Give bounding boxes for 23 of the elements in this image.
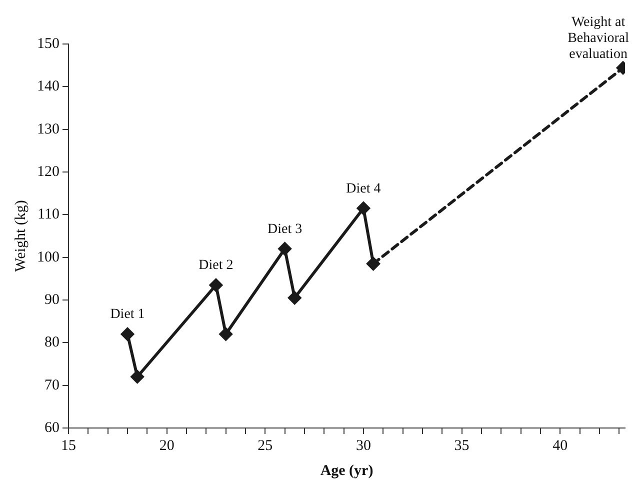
y-tick-label: 90 — [44, 292, 60, 308]
y-tick-label: 110 — [38, 206, 60, 223]
y-tick-label: 130 — [37, 121, 60, 138]
y-tick-label: 80 — [44, 334, 60, 351]
annotation: Weight at Behavioral evaluation — [568, 15, 630, 62]
x-tick-label: 40 — [552, 438, 568, 454]
x-axis-title: Age (yr) — [320, 462, 374, 479]
y-tick-label: 70 — [44, 377, 60, 394]
x-tick-label: 20 — [159, 438, 174, 454]
annotation: Diet 1 — [110, 307, 145, 322]
y-tick-label: 60 — [44, 420, 60, 436]
x-tick-label: 35 — [454, 438, 470, 454]
x-tick-label: 15 — [61, 438, 76, 454]
x-tick-label: 25 — [258, 438, 273, 454]
annotation: Diet 2 — [198, 258, 234, 274]
y-axis-title: Weight (kg) — [12, 200, 29, 272]
y-tick-label: 140 — [37, 78, 60, 95]
y-tick-label: 150 — [37, 36, 60, 52]
x-tick-label: 30 — [356, 438, 371, 454]
y-tick-label: 100 — [37, 249, 60, 266]
annotation: Diet 3 — [268, 222, 302, 237]
y-tick-label: 120 — [37, 164, 60, 180]
annotation: Diet 4 — [346, 181, 381, 196]
